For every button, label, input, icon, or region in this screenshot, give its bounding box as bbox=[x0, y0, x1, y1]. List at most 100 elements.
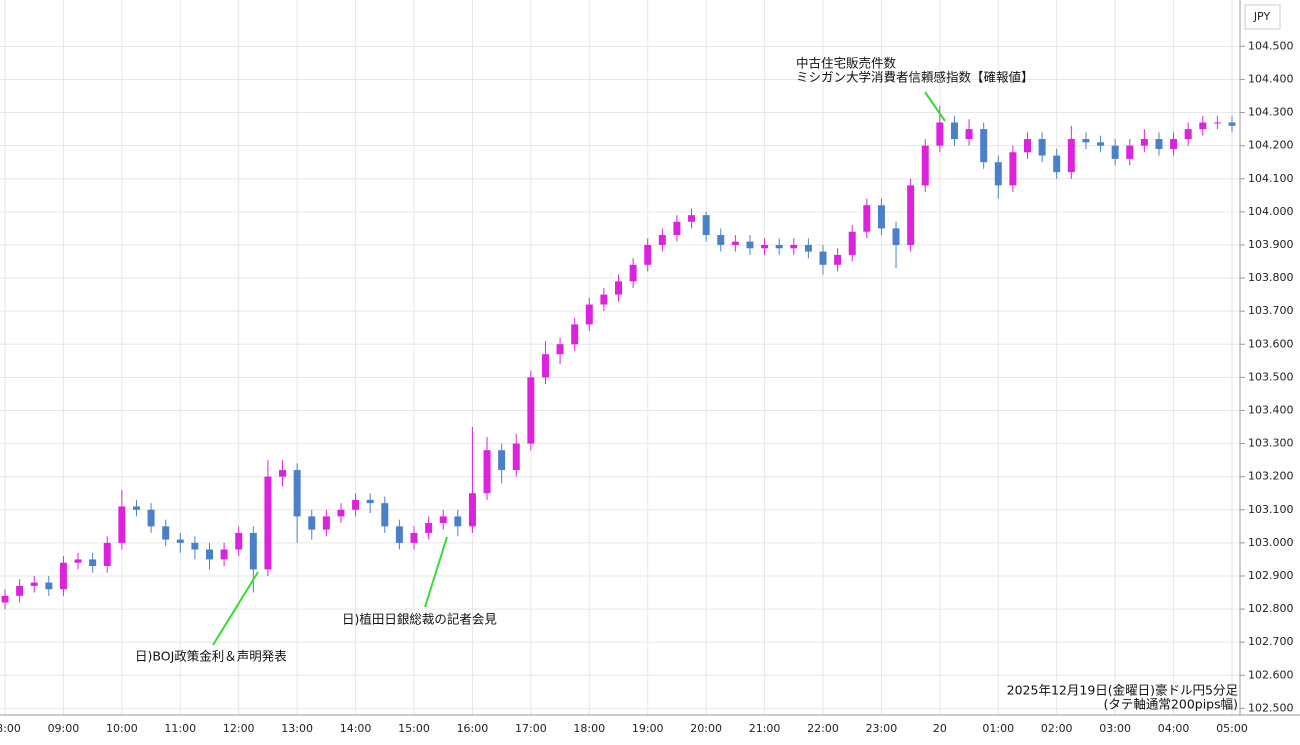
candle-body bbox=[264, 476, 272, 570]
x-tick-label: 03:00 bbox=[1099, 722, 1131, 735]
candle-body bbox=[249, 532, 257, 570]
candle-body bbox=[556, 344, 564, 355]
candle-body bbox=[1213, 122, 1221, 124]
y-tick-label: 103.100 bbox=[1248, 503, 1294, 516]
candle-body bbox=[921, 145, 929, 186]
candle-body bbox=[702, 215, 710, 236]
y-tick-label: 102.500 bbox=[1248, 701, 1294, 714]
x-tick-label: 14:00 bbox=[340, 722, 372, 735]
candle-body bbox=[673, 221, 681, 236]
candle-body bbox=[235, 532, 243, 550]
candle-body bbox=[644, 244, 652, 265]
candle-body bbox=[45, 582, 53, 590]
candle-body bbox=[731, 241, 739, 245]
candle-body bbox=[293, 470, 301, 517]
candle-body bbox=[936, 122, 944, 146]
y-tick-label: 102.800 bbox=[1248, 602, 1294, 615]
candle-body bbox=[1126, 145, 1134, 159]
candle-body bbox=[308, 516, 316, 530]
x-tick-label: 20:00 bbox=[690, 722, 722, 735]
y-tick-label: 104.200 bbox=[1248, 139, 1294, 152]
candle-body bbox=[206, 549, 213, 560]
candle-body bbox=[337, 509, 345, 517]
x-tick-label: 11:00 bbox=[164, 722, 196, 735]
annotation: 日)BOJ政策金利＆声明発表 bbox=[135, 649, 287, 664]
candle-body bbox=[907, 185, 915, 245]
candle-body bbox=[454, 516, 462, 527]
y-tick-label: 103.200 bbox=[1248, 470, 1294, 483]
candle-body bbox=[366, 499, 374, 504]
candle-body bbox=[59, 562, 67, 590]
x-tick-label: 22:00 bbox=[807, 722, 839, 735]
candle-body bbox=[892, 228, 900, 245]
candle-body bbox=[425, 523, 433, 533]
y-tick-label: 104.000 bbox=[1248, 205, 1294, 218]
candle-body bbox=[790, 244, 798, 249]
x-tick-label: 05:00 bbox=[1216, 722, 1248, 735]
axes: 102.500 102.600 102.700 102.800 102.900 103.0… bbox=[0, 39, 1294, 735]
y-tick-label: 103.000 bbox=[1248, 536, 1294, 549]
candle-body bbox=[220, 549, 228, 560]
x-tick-label: 02:00 bbox=[1041, 722, 1073, 735]
candle-body bbox=[162, 526, 170, 540]
candle-body bbox=[761, 244, 769, 249]
candle-body bbox=[965, 129, 973, 140]
x-tick-label: 18:00 bbox=[573, 722, 605, 735]
candle-body bbox=[834, 254, 842, 265]
candle-body bbox=[615, 281, 622, 295]
candle-body bbox=[863, 205, 871, 232]
candle-body bbox=[322, 516, 330, 530]
candle-body bbox=[191, 542, 199, 550]
currency-box bbox=[1244, 4, 1281, 30]
candle-body bbox=[717, 235, 725, 245]
candle-body bbox=[1038, 139, 1046, 156]
y-tick-label: 104.300 bbox=[1248, 106, 1294, 119]
candle-body bbox=[1097, 142, 1105, 146]
currency-label: JPY bbox=[1253, 10, 1271, 23]
y-tick-label: 103.800 bbox=[1248, 271, 1294, 284]
candle-body bbox=[352, 499, 360, 510]
leader-line bbox=[212, 571, 259, 646]
candle-body bbox=[1111, 145, 1119, 159]
candle-body bbox=[498, 450, 506, 471]
x-tick-label: 09:00 bbox=[48, 722, 80, 735]
x-tick-label: 12:00 bbox=[223, 722, 255, 735]
candle-body bbox=[746, 241, 754, 249]
candle-body bbox=[410, 532, 418, 543]
x-tick-label: 10:00 bbox=[106, 722, 138, 735]
candle-body bbox=[775, 244, 783, 249]
candle-body bbox=[132, 506, 140, 510]
x-tick-label: 16:00 bbox=[457, 722, 489, 735]
x-tick-label: 20 bbox=[933, 722, 947, 735]
candle-body bbox=[74, 559, 82, 563]
candle-body bbox=[688, 215, 696, 222]
annotation: 中古住宅販売件数 bbox=[796, 56, 897, 71]
candle-body bbox=[585, 304, 593, 325]
candle-body bbox=[395, 526, 403, 543]
candle-body bbox=[1184, 129, 1192, 140]
annotation: ミシガン大学消費者信頼感指数【確報値】 bbox=[796, 70, 1034, 85]
x-tick-label: 21:00 bbox=[749, 722, 781, 735]
y-tick-label: 102.700 bbox=[1248, 635, 1294, 648]
candle-body bbox=[629, 264, 637, 282]
x-tick-label: 23:00 bbox=[866, 722, 898, 735]
candle-body bbox=[1067, 139, 1075, 173]
y-tick-label: 103.400 bbox=[1248, 403, 1294, 416]
candle-body bbox=[1155, 139, 1163, 149]
x-tick-label: 13:00 bbox=[281, 722, 313, 735]
x-tick-label: 01:00 bbox=[982, 722, 1014, 735]
candles bbox=[1, 105, 1236, 610]
candle-body bbox=[877, 205, 885, 229]
leader-line bbox=[424, 536, 448, 608]
candle-body bbox=[512, 443, 520, 471]
candle-body bbox=[468, 493, 476, 527]
candle-body bbox=[1, 595, 9, 603]
candle-body bbox=[176, 539, 184, 543]
candle-body bbox=[600, 294, 608, 305]
candle-body bbox=[30, 582, 38, 586]
candle-body bbox=[89, 559, 97, 567]
y-tick-label: 103.900 bbox=[1248, 238, 1294, 251]
